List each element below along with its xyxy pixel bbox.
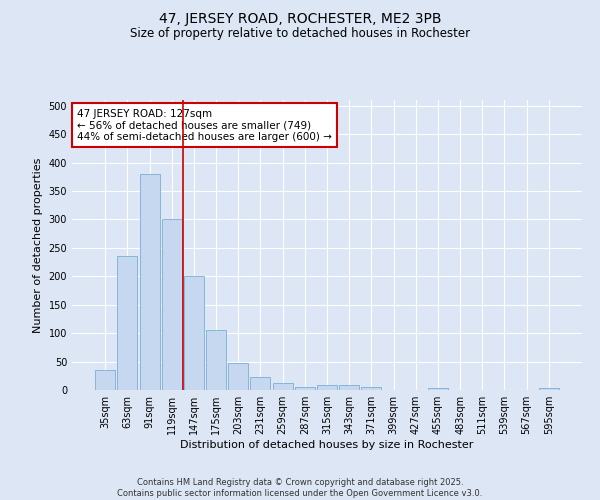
Bar	[361, 387, 382, 390]
Bar	[339, 385, 359, 390]
Bar	[228, 362, 248, 390]
Y-axis label: Number of detached properties: Number of detached properties	[33, 158, 43, 332]
Bar	[95, 370, 115, 390]
Bar	[140, 174, 160, 390]
Bar	[428, 388, 448, 390]
Bar	[184, 276, 204, 390]
Text: Contains HM Land Registry data © Crown copyright and database right 2025.
Contai: Contains HM Land Registry data © Crown c…	[118, 478, 482, 498]
X-axis label: Distribution of detached houses by size in Rochester: Distribution of detached houses by size …	[181, 440, 473, 450]
Text: 47, JERSEY ROAD, ROCHESTER, ME2 3PB: 47, JERSEY ROAD, ROCHESTER, ME2 3PB	[159, 12, 441, 26]
Bar	[317, 385, 337, 390]
Bar	[250, 378, 271, 390]
Bar	[162, 220, 182, 390]
Bar	[272, 382, 293, 390]
Text: 47 JERSEY ROAD: 127sqm
← 56% of detached houses are smaller (749)
44% of semi-de: 47 JERSEY ROAD: 127sqm ← 56% of detached…	[77, 108, 332, 142]
Bar	[295, 387, 315, 390]
Bar	[206, 330, 226, 390]
Text: Size of property relative to detached houses in Rochester: Size of property relative to detached ho…	[130, 28, 470, 40]
Bar	[539, 388, 559, 390]
Bar	[118, 256, 137, 390]
